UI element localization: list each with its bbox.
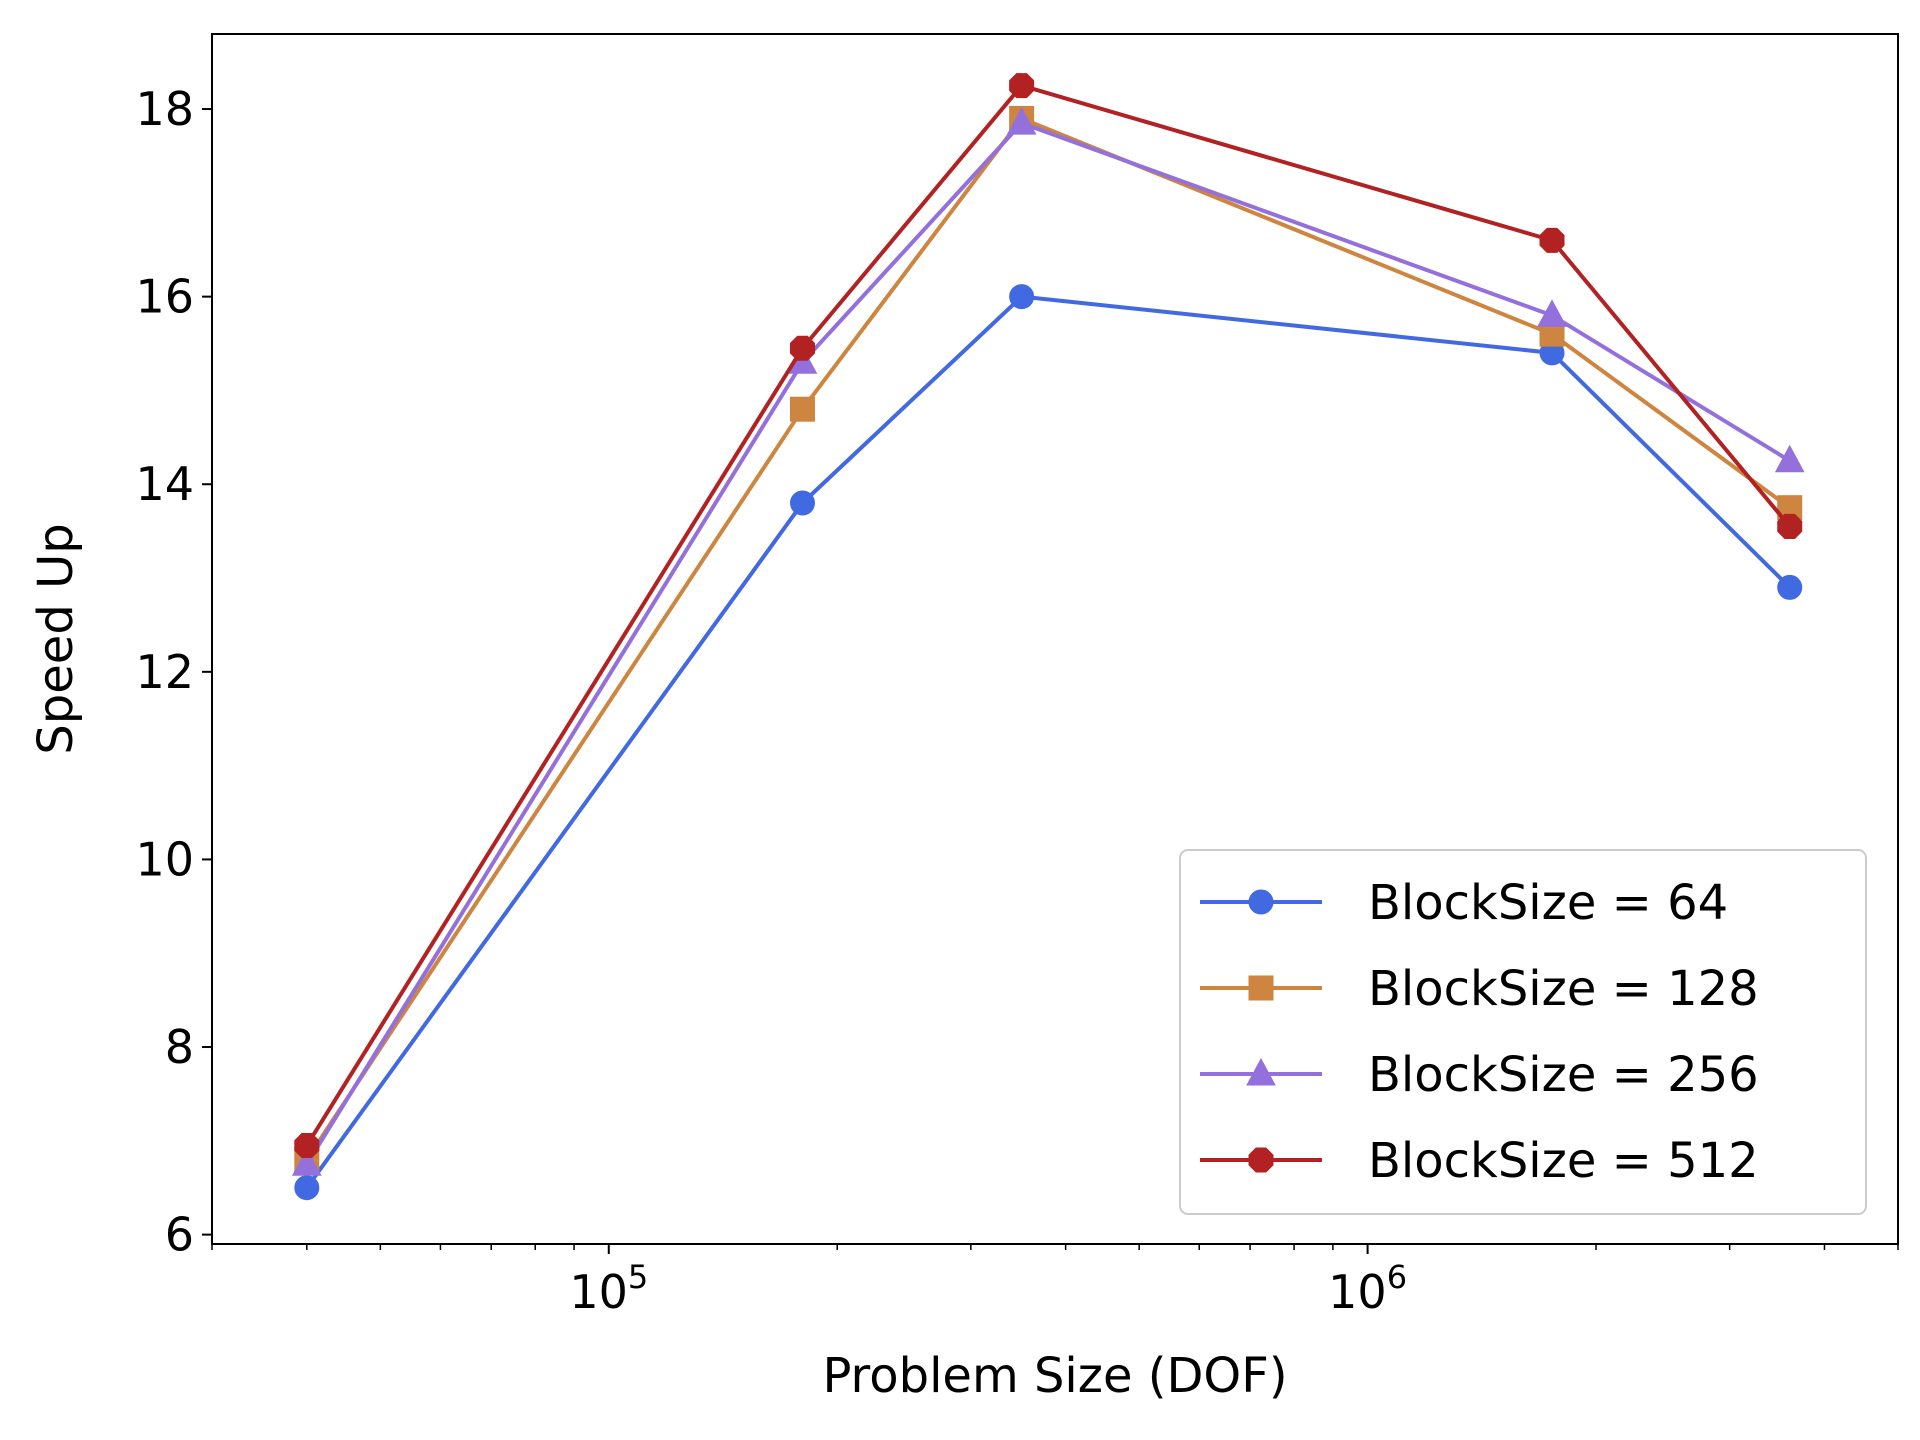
legend-marker [1248, 975, 1274, 1001]
legend-label: BlockSize = 64 [1368, 875, 1728, 931]
legend-entry: BlockSize = 256 [1200, 1047, 1759, 1103]
series-layer [291, 73, 1805, 1201]
y-tick-label: 12 [135, 645, 194, 699]
data-point [1009, 284, 1035, 310]
y-tick-label: 16 [135, 270, 194, 324]
legend-box [1179, 849, 1867, 1215]
legend-entry: BlockSize = 128 [1200, 961, 1759, 1017]
legend-marker [1248, 889, 1274, 915]
data-point [789, 335, 815, 361]
series-2 [291, 107, 1805, 1176]
x-axis-label: Problem Size (DOF) [822, 1348, 1287, 1404]
legend-label: BlockSize = 256 [1368, 1047, 1759, 1103]
y-tick-label: 14 [135, 457, 194, 511]
legend-label: BlockSize = 512 [1368, 1133, 1759, 1189]
data-point [1537, 299, 1567, 327]
data-point [1539, 227, 1565, 253]
legend-marker [1248, 1147, 1274, 1173]
data-point [1006, 107, 1037, 135]
data-point [1777, 574, 1803, 600]
legend-label: BlockSize = 128 [1368, 961, 1759, 1017]
x-tick-exponent: 6 [1387, 1258, 1407, 1296]
data-point [789, 490, 815, 516]
y-axis-label: Speed Up [28, 523, 84, 754]
data-point [789, 396, 815, 422]
y-tick-label: 10 [135, 832, 194, 886]
x-tick-exponent: 5 [628, 1258, 648, 1296]
legend-marker [1246, 1057, 1276, 1086]
data-point [1009, 73, 1035, 99]
legend-entry: BlockSize = 64 [1200, 875, 1728, 931]
legend: BlockSize = 64 BlockSize = 128 BlockSize =… [1179, 849, 1867, 1215]
y-tick-label: 18 [135, 82, 194, 136]
y-tick-label: 6 [165, 1208, 194, 1262]
data-point [294, 1133, 320, 1159]
legend-entries: BlockSize = 64 BlockSize = 128 BlockSize =… [1200, 875, 1759, 1189]
x-tick-label: 106 [1328, 1258, 1407, 1319]
data-point [291, 1148, 322, 1176]
x-tick-label: 105 [569, 1258, 648, 1319]
x-tick-base: 10 [569, 1265, 628, 1319]
data-point [1774, 444, 1805, 473]
legend-entry: BlockSize = 512 [1200, 1133, 1759, 1189]
series-0 [294, 284, 1803, 1201]
data-point [294, 1175, 320, 1201]
y-tick-label: 8 [165, 1020, 194, 1074]
x-tick-base: 10 [1328, 1265, 1387, 1319]
data-point [1777, 513, 1803, 539]
series-3 [294, 73, 1803, 1159]
